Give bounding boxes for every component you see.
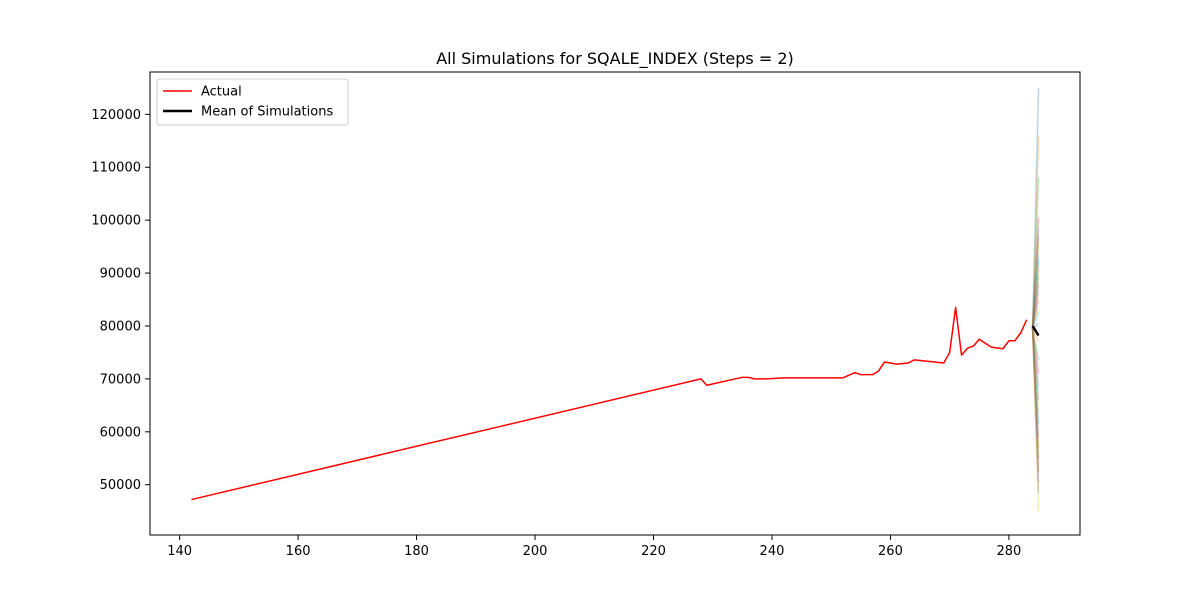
simulation-line <box>1031 328 1040 448</box>
simulation-line <box>1031 275 1040 329</box>
y-tick-label: 120000 <box>91 108 141 123</box>
simulation-line <box>1031 228 1040 329</box>
y-tick-label: 100000 <box>91 214 141 229</box>
simulation-line <box>1031 328 1040 512</box>
y-tick-label: 50000 <box>100 478 141 493</box>
simulation-line <box>1031 243 1040 329</box>
legend-label: Actual <box>201 85 242 100</box>
y-tick-label: 90000 <box>100 267 141 282</box>
legend: Actual Mean of Simulations <box>156 78 349 126</box>
simulation-line <box>1031 328 1040 493</box>
legend-box <box>156 78 349 126</box>
simulation-line <box>1031 328 1040 374</box>
simulation-line <box>1031 291 1040 329</box>
plot-frame <box>149 71 1081 536</box>
simulation-line <box>1031 267 1040 329</box>
y-axis: 50000 60000 70000 80000 90000 100000 110000 120… <box>91 108 150 493</box>
simulation-line <box>1031 299 1040 329</box>
simulation-line <box>1031 328 1040 438</box>
mean-series-line <box>1031 325 1040 337</box>
simulation-line <box>1031 328 1040 401</box>
x-tick-label: 240 <box>760 544 785 559</box>
x-axis: 140 160 180 200 220 240 260 280 <box>167 535 1021 559</box>
simulation-line <box>1031 135 1040 329</box>
simulation-line <box>1031 254 1040 329</box>
y-tick-label: 110000 <box>91 161 141 176</box>
simulation-line <box>1031 283 1040 329</box>
simulation-line <box>1031 87 1040 329</box>
simulation-line <box>1031 328 1040 361</box>
y-tick-label: 80000 <box>100 319 141 334</box>
x-tick-label: 160 <box>286 544 311 559</box>
x-tick-label: 220 <box>641 544 666 559</box>
simulation-line <box>1031 328 1040 424</box>
simulation-line <box>1031 328 1040 472</box>
simulation-line <box>1031 235 1040 329</box>
simulation-line <box>1031 177 1040 329</box>
simulation-line <box>1031 307 1040 329</box>
simulation-line <box>1031 328 1040 387</box>
plot-area <box>149 71 1081 536</box>
simulation-line <box>1031 328 1040 459</box>
simulation-line <box>1031 217 1040 329</box>
x-tick-label: 200 <box>523 544 548 559</box>
x-tick-label: 260 <box>878 544 903 559</box>
simulation-line <box>1031 328 1040 343</box>
simulation-line <box>1031 259 1040 329</box>
chart-title: All Simulations for SQALE_INDEX (Steps =… <box>436 49 794 69</box>
x-tick-label: 180 <box>404 544 429 559</box>
y-tick-label: 70000 <box>100 372 141 387</box>
actual-series-line <box>191 306 1028 501</box>
simulation-line <box>1031 328 1040 483</box>
legend-label: Mean of Simulations <box>201 105 333 120</box>
x-tick-label: 280 <box>997 544 1022 559</box>
simulation-line <box>1031 328 1040 414</box>
x-tick-label: 140 <box>167 544 192 559</box>
y-tick-label: 60000 <box>100 425 141 440</box>
